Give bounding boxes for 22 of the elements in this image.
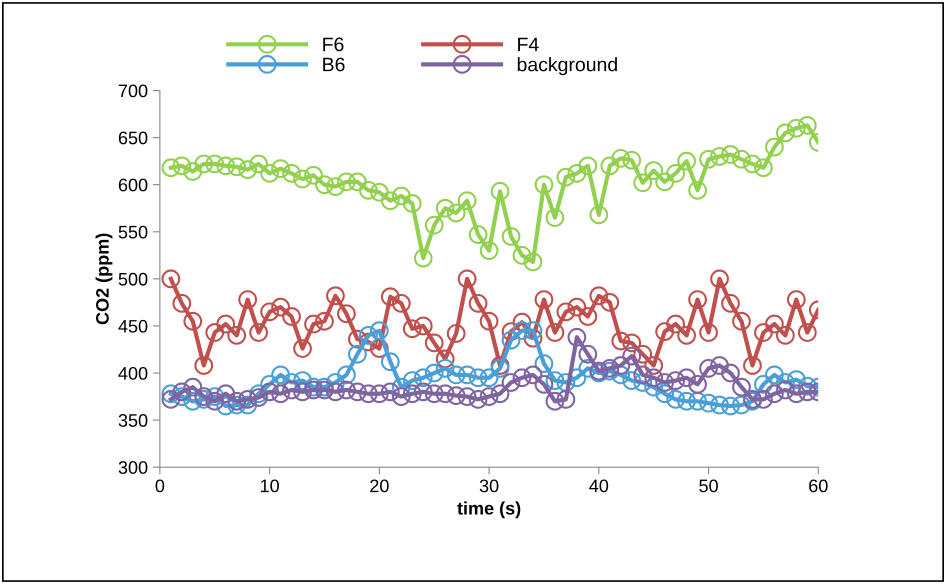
x-tick-label: 10 — [260, 479, 279, 492]
x-axis-title: time (s) — [457, 501, 520, 518]
legend-label: F6 — [323, 38, 344, 52]
x-tick-label: 0 — [156, 479, 164, 492]
x-tick-label: 30 — [480, 479, 498, 492]
x-tick-label: 60 — [809, 479, 828, 492]
y-tick-label: 450 — [118, 320, 148, 333]
y-tick-label: 700 — [118, 84, 148, 98]
legend-label: background — [518, 57, 617, 76]
legend-label: F4 — [518, 38, 539, 52]
y-tick-label: 650 — [118, 132, 148, 144]
x-tick-label: 40 — [589, 479, 608, 492]
y-tick-label: 550 — [118, 226, 148, 238]
y-tick-label: 350 — [118, 414, 148, 427]
y-tick-label: 300 — [118, 461, 148, 474]
x-tick-label: 20 — [370, 479, 389, 492]
legend-label: B6 — [323, 58, 345, 72]
y-axis-title: CO2 (ppm) — [96, 234, 112, 324]
y-tick-label: 600 — [118, 178, 148, 192]
y-tick-label: 500 — [118, 272, 148, 286]
x-tick-label: 50 — [699, 479, 718, 492]
y-tick-label: 400 — [118, 366, 148, 380]
